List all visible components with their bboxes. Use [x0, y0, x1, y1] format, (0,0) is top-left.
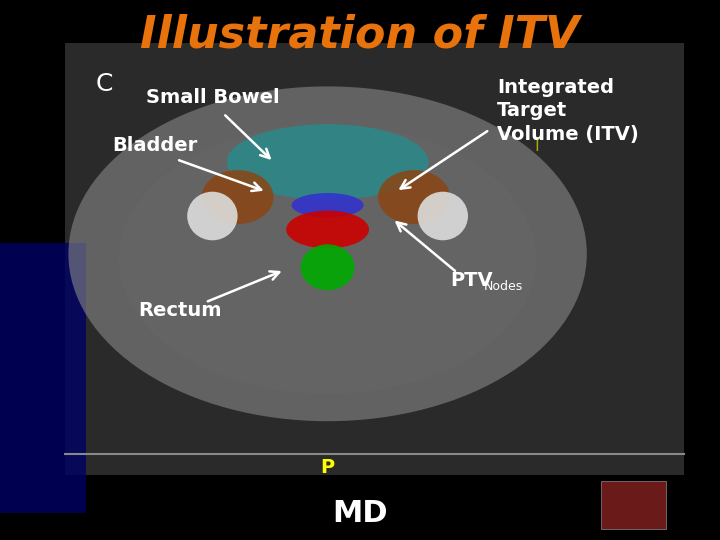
Text: Bladder: Bladder — [112, 136, 197, 156]
Text: Rectum: Rectum — [138, 301, 222, 320]
Text: PTV: PTV — [450, 271, 492, 291]
Ellipse shape — [119, 124, 536, 394]
Text: P: P — [320, 457, 335, 477]
Ellipse shape — [68, 86, 587, 421]
Text: Nodes: Nodes — [484, 280, 523, 293]
Ellipse shape — [378, 170, 450, 224]
Text: Integrated
Target
Volume (ITV): Integrated Target Volume (ITV) — [497, 78, 639, 144]
Bar — [0, 243, 86, 513]
Ellipse shape — [187, 192, 238, 240]
Text: C: C — [96, 72, 113, 96]
Text: l: l — [534, 137, 539, 155]
Bar — [601, 481, 666, 529]
Ellipse shape — [227, 124, 428, 200]
Ellipse shape — [418, 192, 468, 240]
Text: MD: MD — [332, 498, 388, 528]
Ellipse shape — [292, 193, 364, 217]
Bar — [65, 43, 684, 475]
Text: Illustration of ITV: Illustration of ITV — [140, 14, 580, 57]
Ellipse shape — [202, 170, 274, 224]
Ellipse shape — [287, 211, 369, 248]
Ellipse shape — [301, 244, 355, 291]
Text: Small Bowel: Small Bowel — [145, 87, 279, 107]
